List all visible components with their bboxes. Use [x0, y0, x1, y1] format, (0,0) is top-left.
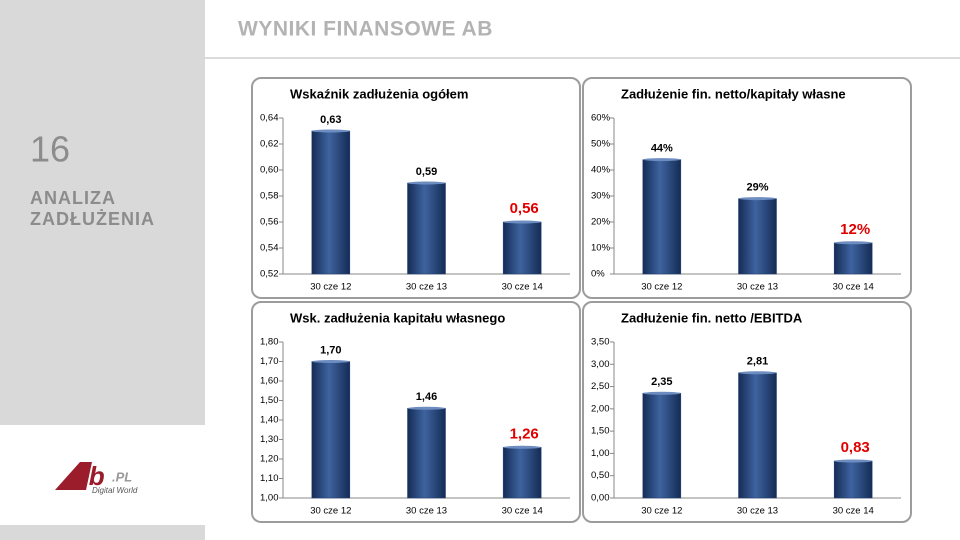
y-tick-label: 1,50 — [591, 426, 610, 437]
logo-suffix: .PL — [112, 469, 132, 484]
chart-title: Wskaźnik zadłużenia ogółem — [290, 86, 468, 101]
slide-number: 16 — [30, 129, 70, 170]
y-tick-label: 10% — [591, 243, 611, 254]
y-tick-label: 1,70 — [260, 356, 279, 367]
y-tick-label: 3,00 — [591, 359, 610, 370]
y-tick-label: 1,30 — [260, 434, 279, 445]
y-tick-label: 1,40 — [260, 415, 279, 426]
logo-tagline: Digital World — [92, 486, 138, 495]
y-tick-label: 20% — [591, 217, 611, 228]
bar — [738, 372, 777, 499]
value-label: 2,81 — [747, 356, 768, 368]
y-tick-label: 1,60 — [260, 376, 279, 387]
x-tick-label: 30 cze 13 — [737, 282, 778, 293]
value-label: 1,46 — [416, 391, 437, 403]
y-tick-label: 1,50 — [260, 395, 279, 406]
y-tick-label: 2,50 — [591, 381, 610, 392]
bar — [642, 393, 682, 499]
sidebar-foot — [0, 525, 205, 540]
bar — [502, 447, 542, 499]
y-tick-label: 0% — [591, 269, 605, 280]
value-label: 29% — [746, 182, 768, 194]
y-tick-label: 40% — [591, 165, 611, 176]
logo-brand: Ab — [69, 461, 105, 491]
y-tick-label: 1,10 — [260, 473, 279, 484]
bar-cap — [738, 371, 777, 375]
y-tick-label: 3,50 — [591, 337, 610, 348]
bar-cap — [407, 181, 446, 185]
y-tick-label: 0,56 — [260, 217, 279, 228]
bar-cap — [738, 197, 777, 201]
sidebar — [0, 0, 205, 425]
y-tick-label: 2,00 — [591, 403, 610, 414]
y-tick-label: 50% — [591, 139, 611, 150]
value-label: 1,26 — [510, 425, 539, 442]
bar-cap — [503, 445, 542, 449]
logo-mark — [55, 462, 92, 490]
y-tick-label: 0,58 — [260, 191, 279, 202]
bar-cap — [834, 241, 873, 245]
x-tick-label: 30 cze 12 — [310, 506, 351, 517]
value-label: 0,83 — [841, 439, 870, 456]
y-tick-label: 0,62 — [260, 139, 279, 150]
value-label: 12% — [840, 221, 870, 238]
y-tick-label: 30% — [591, 191, 611, 202]
bar — [738, 198, 777, 275]
x-tick-label: 30 cze 12 — [641, 282, 682, 293]
x-tick-label: 30 cze 14 — [833, 506, 874, 517]
y-tick-label: 0,64 — [260, 113, 279, 124]
section-title: ZADŁUŻENIA — [30, 209, 155, 229]
chart-title: Zadłużenie fin. netto /EBITDA — [621, 310, 803, 325]
chart-title: Zadłużenie fin. netto/kapitały własne — [621, 86, 846, 101]
y-tick-label: 1,00 — [591, 448, 610, 459]
bar — [407, 182, 446, 275]
bar — [407, 408, 446, 499]
bar — [311, 361, 351, 499]
value-label: 2,35 — [651, 376, 672, 388]
bar — [311, 130, 351, 275]
y-tick-label: 0,50 — [591, 470, 610, 481]
y-tick-label: 1,80 — [260, 337, 279, 348]
value-label: 0,63 — [320, 114, 341, 126]
bar-cap — [503, 220, 542, 224]
x-tick-label: 30 cze 12 — [310, 282, 351, 293]
y-tick-label: 1,00 — [260, 493, 279, 504]
value-label: 1,70 — [320, 344, 341, 356]
x-tick-label: 30 cze 14 — [502, 506, 543, 517]
y-tick-label: 0,52 — [260, 269, 279, 280]
bar-cap — [834, 459, 873, 463]
y-tick-label: 0,54 — [260, 243, 279, 254]
bar — [642, 159, 682, 275]
bar-cap — [642, 158, 681, 162]
y-tick-label: 0,00 — [591, 493, 610, 504]
y-tick-label: 60% — [591, 113, 611, 124]
value-label: 0,59 — [416, 166, 437, 178]
x-tick-label: 30 cze 14 — [833, 282, 874, 293]
x-tick-label: 30 cze 13 — [406, 282, 447, 293]
y-tick-label: 1,20 — [260, 454, 279, 465]
bar — [833, 460, 873, 499]
bar-cap — [642, 391, 681, 395]
x-tick-label: 30 cze 12 — [641, 506, 682, 517]
chart-title: Wsk. zadłużenia kapitału własnego — [290, 310, 505, 325]
x-tick-label: 30 cze 14 — [502, 282, 543, 293]
bar — [502, 221, 542, 275]
bar-cap — [407, 406, 446, 410]
x-tick-label: 30 cze 13 — [737, 506, 778, 517]
value-label: 44% — [651, 143, 673, 155]
section-title: ANALIZA — [30, 188, 116, 208]
bar-cap — [311, 360, 350, 363]
value-label: 0,56 — [510, 200, 539, 217]
bar — [833, 242, 873, 275]
x-tick-label: 30 cze 13 — [406, 506, 447, 517]
header-title: WYNIKI FINANSOWE AB — [238, 18, 493, 41]
y-tick-label: 0,60 — [260, 165, 279, 176]
bar-cap — [311, 129, 350, 133]
